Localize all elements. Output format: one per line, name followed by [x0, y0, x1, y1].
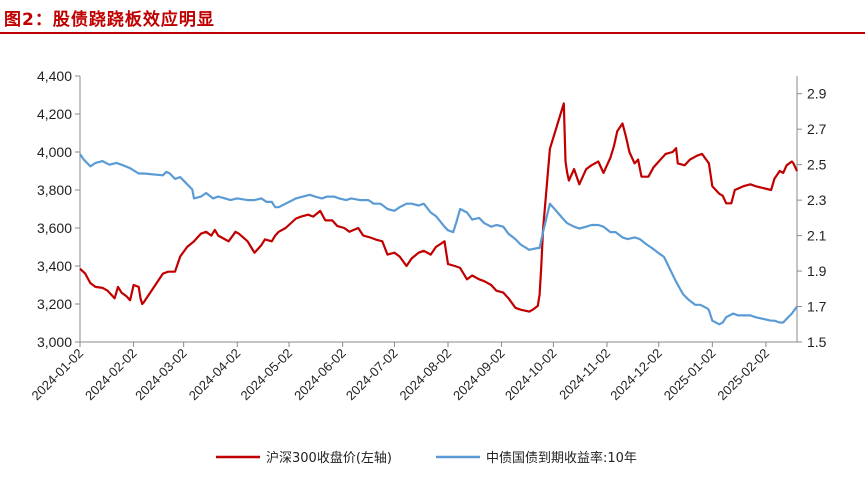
- left-tick-label: 3,200: [37, 296, 72, 312]
- legend-label: 沪深300收盘价(左轴): [266, 450, 392, 466]
- chart-title: 图2：股债跷跷板效应明显: [4, 10, 215, 30]
- x-tick-label: 2024-04-02: [186, 346, 244, 404]
- x-tick-label: 2024-08-02: [396, 346, 454, 404]
- left-tick-label: 4,200: [37, 106, 72, 122]
- right-tick-label: 2.3: [807, 192, 827, 208]
- title-underline: [0, 32, 865, 34]
- x-tick-label: 2024-02-02: [82, 346, 140, 404]
- axes: [79, 76, 798, 343]
- x-tick-label: 2024-12-02: [607, 346, 665, 404]
- series-lines: [79, 102, 798, 326]
- left-tick-label: 3,800: [37, 182, 72, 198]
- x-tick-label: 2024-06-02: [291, 346, 349, 404]
- left-tick-label: 3,600: [37, 220, 72, 236]
- legend: 沪深300收盘价(左轴) 中债国债到期收益率:10年: [216, 450, 637, 466]
- right-tick-label: 1.5: [807, 334, 827, 350]
- x-tick-label: 2025-02-02: [714, 346, 772, 404]
- right-axis-ticks: 1.5 1.7 1.9 2.1 2.3 2.5 2.7 2.9: [797, 86, 827, 350]
- bond-yield-series-line: [79, 153, 798, 326]
- x-tick-label: 2024-03-02: [132, 346, 190, 404]
- x-tick-label: 2024-09-02: [450, 346, 508, 404]
- right-tick-label: 2.1: [807, 228, 827, 244]
- left-axis-ticks: 3,000 3,200 3,400 3,600 3,800 4,000 4,200 4,400: [37, 68, 80, 350]
- csi300-series-line: [79, 102, 798, 313]
- x-tick-label: 2024-07-02: [343, 346, 401, 404]
- x-tick-label: 2025-01-02: [661, 346, 719, 404]
- left-tick-label: 3,000: [37, 334, 72, 350]
- x-tick-label: 2024-11-02: [556, 346, 613, 403]
- legend-label: 中债国债到期收益率:10年: [486, 450, 637, 466]
- x-axis-ticks: 2024-01-022024-02-022024-03-022024-04-02…: [28, 342, 772, 403]
- x-tick-label: 2024-10-02: [502, 346, 560, 404]
- right-tick-label: 1.7: [807, 299, 827, 315]
- left-tick-label: 3,400: [37, 258, 72, 274]
- right-tick-label: 1.9: [807, 263, 827, 279]
- left-tick-label: 4,400: [37, 68, 72, 84]
- right-tick-label: 2.9: [807, 86, 827, 102]
- right-tick-label: 2.5: [807, 157, 827, 173]
- left-tick-label: 4,000: [37, 144, 72, 160]
- x-tick-label: 2024-05-02: [238, 346, 296, 404]
- x-tick-label: 2024-01-02: [28, 346, 86, 404]
- right-tick-label: 2.7: [807, 121, 827, 137]
